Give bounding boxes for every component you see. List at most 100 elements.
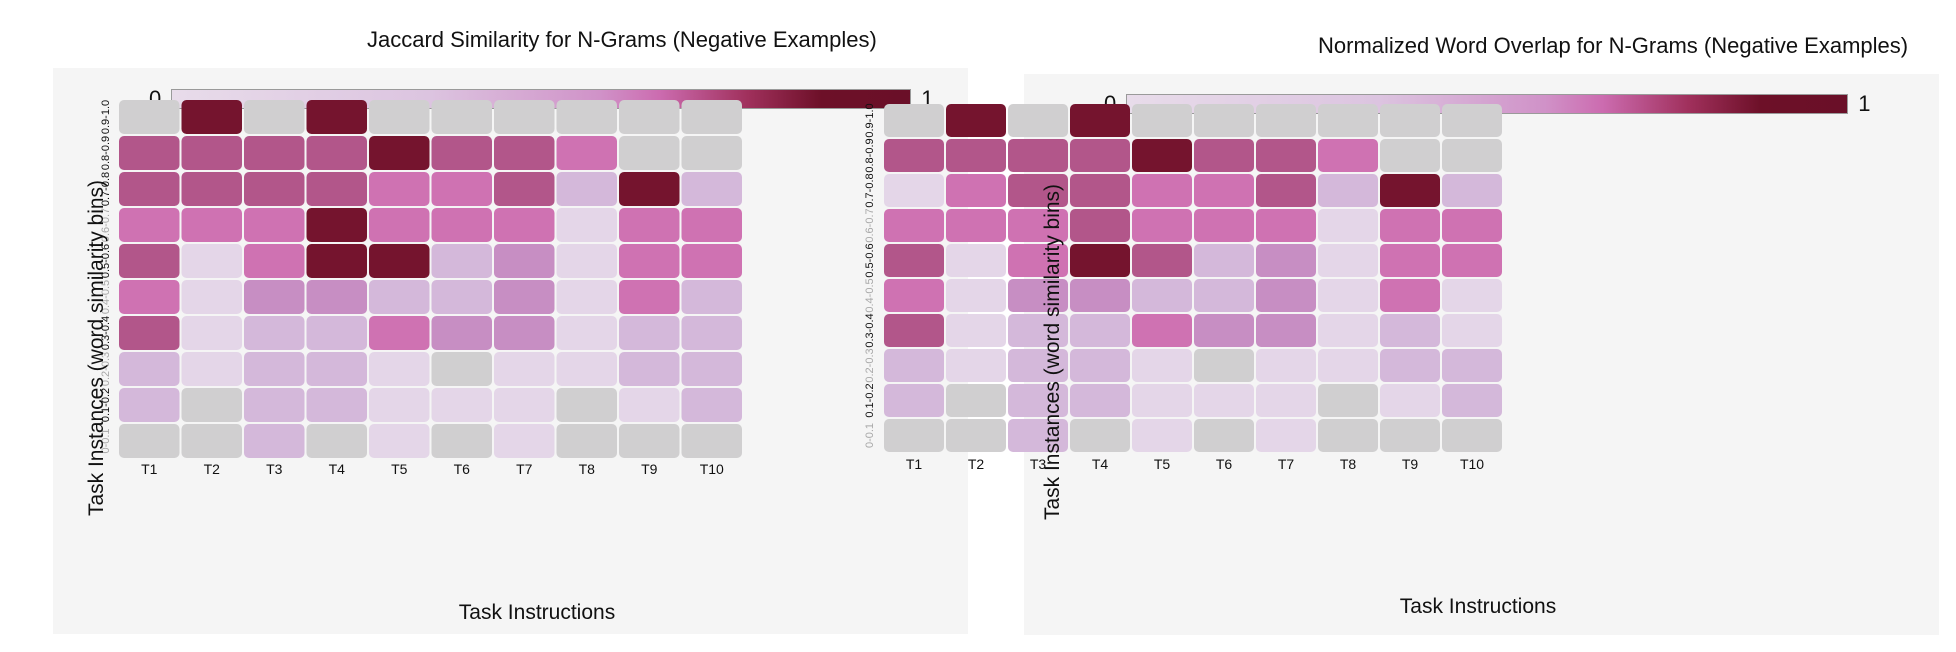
heatmap-cell: [244, 424, 305, 458]
heatmap-cell: [1194, 384, 1254, 417]
heatmap-cell: [1132, 104, 1192, 137]
heatmap-cell: [681, 424, 742, 458]
heatmap-cell: [1442, 209, 1502, 242]
heatmap-cell: [1132, 384, 1192, 417]
heatmap-cell: [619, 244, 680, 278]
heatmap-cell: [1442, 349, 1502, 382]
heatmap-cell: [119, 244, 180, 278]
heatmap-cell: [1442, 419, 1502, 452]
heatmap-cell: [556, 388, 617, 422]
heatmap-cell: [681, 316, 742, 350]
heatmap-cell: [556, 100, 617, 134]
heatmap-cell: [119, 316, 180, 350]
heatmap-cell: [494, 388, 555, 422]
heatmap-cell: [306, 172, 367, 206]
heatmap-cell: [619, 352, 680, 386]
heatmap-cell: [1070, 244, 1130, 277]
heatmap-cell: [181, 280, 242, 314]
heatmap-cell: [119, 172, 180, 206]
y-tick-label: 0.4-0.5: [864, 278, 876, 312]
heatmap-cell: [556, 352, 617, 386]
heatmap-cell: [1132, 349, 1192, 382]
y-tick-label: 0.7-0.8: [100, 172, 112, 206]
heatmap-cell: [946, 139, 1006, 172]
heatmap-cell: [1256, 209, 1316, 242]
heatmap-cell: [619, 208, 680, 242]
heatmap-cell: [1256, 384, 1316, 417]
heatmap-cell: [244, 244, 305, 278]
heatmap-cell: [431, 208, 492, 242]
heatmap-cell: [1132, 244, 1192, 277]
heatmap-cell: [306, 352, 367, 386]
heatmap-cell: [431, 352, 492, 386]
heatmap-cell: [1194, 279, 1254, 312]
heatmap-cell: [1008, 174, 1068, 207]
heatmap-cell: [1256, 139, 1316, 172]
heatmap-cell: [1132, 314, 1192, 347]
heatmap-cell: [681, 208, 742, 242]
x-tick-label: T8: [1340, 456, 1357, 472]
heatmap-cell: [369, 136, 430, 170]
heatmap-cell: [1442, 384, 1502, 417]
heatmap-cell: [1318, 174, 1378, 207]
x-tick-label: T2: [968, 456, 985, 472]
heatmap-cell: [681, 388, 742, 422]
y-tick-label: 0-0.1: [100, 428, 112, 453]
heatmap-cell: [119, 100, 180, 134]
heatmap-cell: [1380, 139, 1440, 172]
y-tick-label: 0.9-1.0: [864, 103, 876, 137]
heatmap-cell: [431, 244, 492, 278]
heatmap-cell: [1194, 209, 1254, 242]
y-tick-label: 0.1-0.2: [864, 383, 876, 417]
heatmap-cell: [1070, 314, 1130, 347]
heatmap-cell: [1070, 139, 1130, 172]
heatmap-cell: [1256, 349, 1316, 382]
heatmap-cell: [1070, 419, 1130, 452]
heatmap-cell: [946, 419, 1006, 452]
y-tick-label: 0.9-1.0: [100, 100, 112, 134]
y-tick-label: 0.7-0.8: [864, 173, 876, 207]
heatmap-cell: [1442, 139, 1502, 172]
heatmap-cell: [494, 208, 555, 242]
heatmap-cell: [556, 136, 617, 170]
heatmap-cell: [946, 174, 1006, 207]
heatmap-cell: [946, 349, 1006, 382]
heatmap-cell: [556, 172, 617, 206]
heatmap-cell: [119, 352, 180, 386]
y-tick-label: 0.3-0.4: [864, 313, 876, 347]
heatmap-cell: [494, 424, 555, 458]
heatmap-cell: [306, 100, 367, 134]
heatmap-cell: [1070, 279, 1130, 312]
heatmap-cell: [1256, 244, 1316, 277]
heatmap-cell: [494, 316, 555, 350]
x-axis-label-jaccard: Task Instructions: [458, 601, 616, 624]
heatmap-cell: [369, 280, 430, 314]
heatmap-cell: [1194, 314, 1254, 347]
heatmap-cell: [494, 100, 555, 134]
heatmap-cell: [884, 244, 944, 277]
heatmap-cell: [369, 208, 430, 242]
heatmap-cell: [556, 208, 617, 242]
x-tick-label: T4: [1092, 456, 1109, 472]
heatmap-cell: [1132, 174, 1192, 207]
heatmap-cell: [431, 388, 492, 422]
chart-title-jaccard: Jaccard Similarity for N-Grams (Negative…: [367, 27, 877, 52]
heatmap-cell: [1380, 104, 1440, 137]
heatmap-cell: [181, 244, 242, 278]
x-tick-label: T1: [906, 456, 923, 472]
heatmap-cell: [431, 172, 492, 206]
heatmap-cell: [181, 100, 242, 134]
heatmap-cell: [946, 384, 1006, 417]
heatmap-cell: [1442, 104, 1502, 137]
y-axis-label-normalized-overlap: Task Instances (word similarity bins): [1041, 183, 1064, 521]
y-tick-label: 0.5-0.6: [100, 244, 112, 278]
heatmap-cell: [1132, 139, 1192, 172]
x-tick-label: T3: [266, 461, 283, 477]
y-tick-label: 0.8-0.9: [100, 136, 112, 170]
heatmap-cell: [494, 244, 555, 278]
x-tick-label: T5: [391, 461, 408, 477]
x-tick-label: T5: [1154, 456, 1171, 472]
heatmap-cell: [884, 314, 944, 347]
heatmap-cell: [181, 136, 242, 170]
